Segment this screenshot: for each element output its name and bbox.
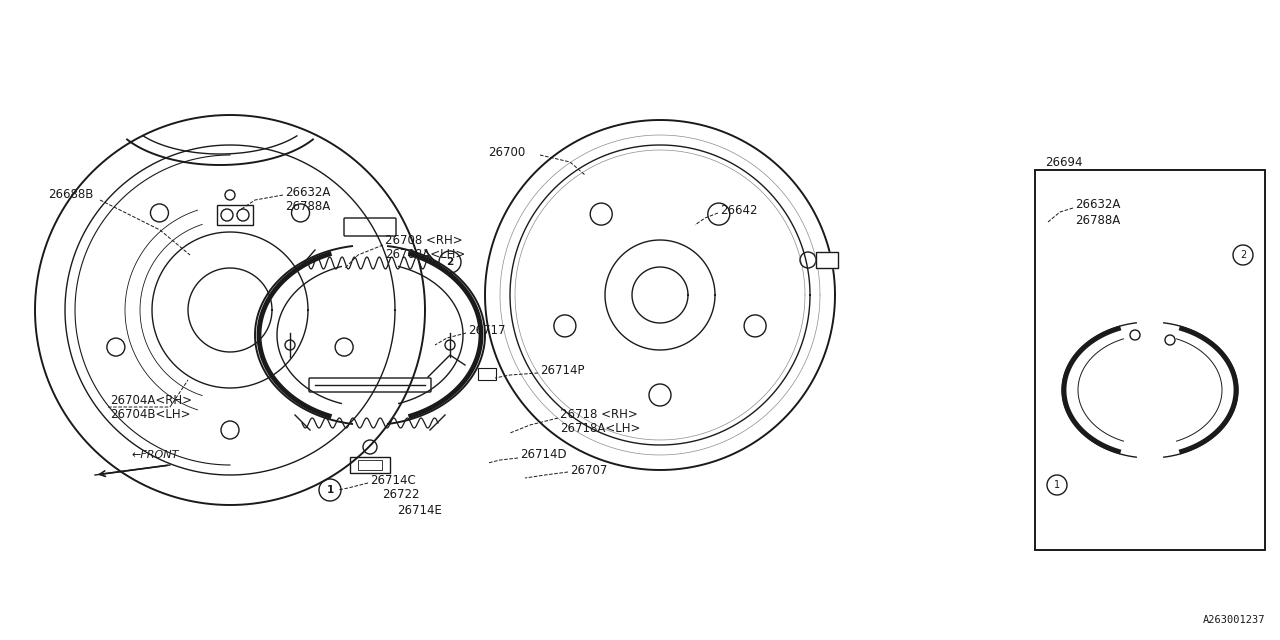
Text: 26714C: 26714C <box>370 474 416 486</box>
Text: 26704B<LH>: 26704B<LH> <box>110 408 191 420</box>
Text: 26632A: 26632A <box>1075 198 1120 211</box>
Bar <box>817 252 838 268</box>
Text: 26704A<RH>: 26704A<RH> <box>110 394 192 406</box>
Text: 1: 1 <box>326 485 334 495</box>
Text: 26714E: 26714E <box>397 504 442 516</box>
Text: 1: 1 <box>1053 480 1060 490</box>
Text: 2: 2 <box>1240 250 1247 260</box>
Text: A263001237: A263001237 <box>1202 615 1265 625</box>
Text: 26688B: 26688B <box>49 189 93 202</box>
Text: 26642: 26642 <box>719 204 758 216</box>
Text: ←FRONT: ←FRONT <box>132 450 179 460</box>
Text: 26708A<LH>: 26708A<LH> <box>385 248 465 260</box>
Text: 2: 2 <box>447 257 453 267</box>
Text: 26788A: 26788A <box>285 200 330 214</box>
Text: 26722: 26722 <box>381 488 420 502</box>
Bar <box>218 205 253 225</box>
Text: 26718 <RH>: 26718 <RH> <box>561 408 637 422</box>
Text: 26788A: 26788A <box>1075 214 1120 227</box>
Text: 26632A: 26632A <box>285 186 330 198</box>
Text: 26700: 26700 <box>488 145 525 159</box>
Bar <box>477 368 497 380</box>
Bar <box>1036 170 1265 550</box>
Text: 26714D: 26714D <box>520 449 567 461</box>
Text: 26717: 26717 <box>468 323 506 337</box>
Text: 26694: 26694 <box>1044 156 1083 168</box>
Text: 26708 <RH>: 26708 <RH> <box>385 234 462 246</box>
Text: 26707: 26707 <box>570 463 608 477</box>
Bar <box>349 457 390 473</box>
Text: 26718A<LH>: 26718A<LH> <box>561 422 640 435</box>
Bar <box>817 252 838 268</box>
Text: 26714P: 26714P <box>540 364 585 376</box>
Bar <box>358 460 381 470</box>
